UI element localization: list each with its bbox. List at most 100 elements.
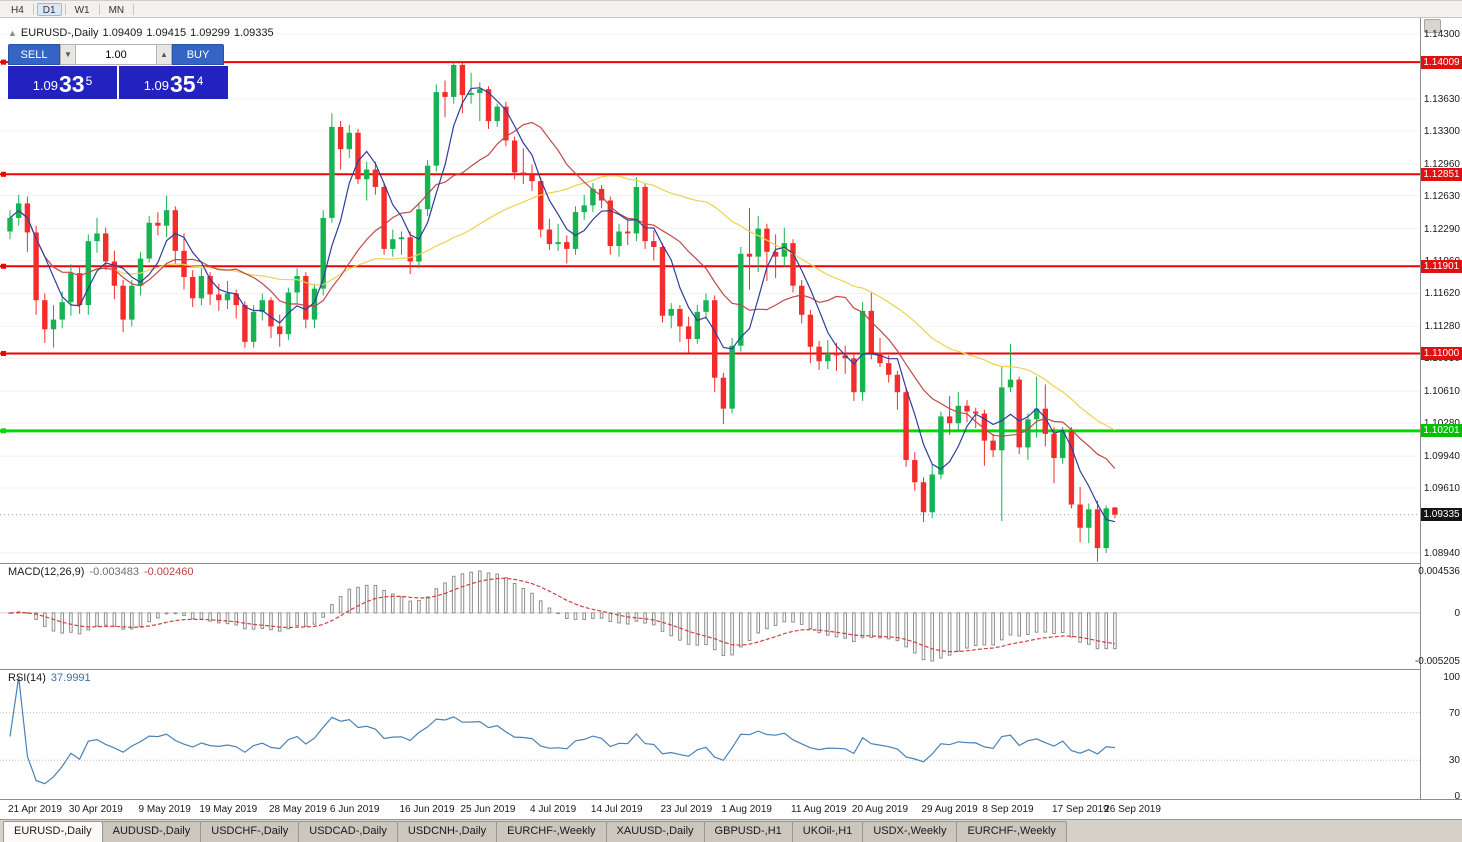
rsi-name: RSI(14) (8, 672, 46, 684)
toolbar-separator (98, 3, 100, 15)
price-axis-label: 1.11620 (1424, 288, 1460, 300)
price-axis-label: 1.10280 (1424, 418, 1460, 429)
chart-tab-usdchf-daily[interactable]: USDCHF-,Daily (200, 821, 300, 842)
date-axis-label: 23 Jul 2019 (660, 804, 713, 815)
price-axis-label: 1.08940 (1423, 547, 1460, 559)
chart-tab-audusd-daily[interactable]: AUDUSD-,Daily (101, 821, 202, 842)
chart-tab-usdcad-daily[interactable]: USDCAD-,Daily (298, 821, 398, 842)
chart-tab-xauusd-daily[interactable]: XAUUSD-,Daily (605, 821, 705, 842)
date-axis-label: 11 Aug 2019 (791, 804, 847, 815)
timeframe-button-mn[interactable]: MN (103, 3, 131, 16)
hline-handle[interactable] (1, 428, 6, 434)
macd-axis-label: 0 (1454, 607, 1460, 619)
price-axis-label: 1.12630 (1423, 190, 1460, 202)
candlestick-series (7, 62, 1118, 562)
volume-decrease-button[interactable]: ▼ (60, 44, 76, 65)
axis-scroll-button[interactable] (1424, 19, 1441, 33)
ask-prefix: 1.09 (143, 78, 170, 93)
ohlc-open: 1.09409 (102, 27, 143, 39)
rsi-line (9, 676, 1115, 785)
macd-signal-value: -0.002460 (143, 566, 194, 578)
rsi-axis-label: 30 (1448, 755, 1460, 767)
hline-handle[interactable] (1, 263, 6, 269)
moving-average-13 (9, 121, 1116, 469)
date-axis-label: 19 May 2019 (199, 804, 258, 815)
chart-tab-eurchf-weekly[interactable]: EURCHF-,Weekly (496, 821, 607, 842)
bid-prefix: 1.09 (32, 78, 59, 93)
price-tag: 1.12851 (1421, 167, 1462, 181)
date-axis-label: 30 Apr 2019 (68, 804, 123, 815)
date-axis-label: 28 May 2019 (269, 804, 327, 815)
timeframe-button-h4[interactable]: H4 (5, 3, 30, 16)
price-tag: 1.14009 (1421, 55, 1462, 69)
chart-tab-bar: EURUSD-,Daily AUDUSD-,Daily USDCHF-,Daily U… (0, 819, 1462, 842)
price-tag: 1.11000 (1421, 346, 1462, 360)
price-axis-label: 1.13630 (1423, 93, 1460, 105)
spin-up-icon: ▲ (160, 50, 168, 59)
date-axis-label: 14 Jul 2019 (590, 804, 643, 815)
price-scale-axis[interactable]: 1.14300 1.13630 1.13300 1.12960 1.12630 1.122… (1415, 18, 1462, 802)
hline-handle[interactable] (1, 350, 6, 356)
sell-button[interactable]: SELL (8, 44, 60, 65)
bid-price-display[interactable]: 1.09 33 5 (8, 66, 117, 99)
chart-tab-eurusd-daily[interactable]: EURUSD-,Daily (3, 821, 103, 842)
macd-signal-line (9, 577, 1115, 653)
macd-main-value: -0.003483 (89, 566, 139, 578)
chart-symbol-label: EURUSD-,Daily (20, 27, 99, 39)
macd-axis-label: 0.004536 (1418, 566, 1460, 577)
ohlc-low: 1.09299 (190, 27, 230, 39)
chart-tab-gbpusd-h1[interactable]: GBPUSD-,H1 (703, 821, 793, 842)
date-axis-label: 4 Jul 2019 (530, 804, 577, 815)
timeframe-button-d1[interactable]: D1 (36, 2, 62, 16)
volume-increase-button[interactable]: ▲ (156, 44, 172, 65)
date-axis-label: 25 Jun 2019 (460, 804, 516, 815)
one-click-collapse-icon[interactable]: ▲ (8, 28, 17, 38)
rsi-value: 37.9991 (50, 672, 91, 684)
hline-handle[interactable] (1, 59, 6, 65)
macd-axis-label: -0.005205 (1414, 656, 1460, 667)
chart-tab-ukoil-h1[interactable]: UKOil-,H1 (791, 821, 864, 842)
date-axis-label: 1 Aug 2019 (721, 804, 772, 815)
price-chart-canvas[interactable] (0, 18, 1420, 799)
date-axis-label: 6 Jun 2019 (329, 804, 380, 815)
rsi-axis-label: 70 (1448, 707, 1460, 719)
chart-ohlc-readout: ▲ EURUSD-,Daily 1.09409 1.09415 1.09299 1.093… (8, 27, 278, 39)
toolbar-separator (64, 3, 66, 15)
chart-tab-usdx-weekly[interactable]: USDX-,Weekly (862, 821, 958, 842)
volume-input[interactable] (76, 44, 156, 65)
price-tag: 1.11901 (1421, 259, 1462, 273)
price-axis-label: 1.12290 (1423, 223, 1460, 235)
date-axis-label: 26 Sep 2019 (1104, 804, 1161, 815)
date-axis-label: 9 May 2019 (138, 804, 191, 815)
macd-indicator-label: MACD(12,26,9) -0.003483 -0.002460 (8, 566, 194, 578)
rsi-indicator-label: RSI(14) 37.9991 (8, 672, 91, 684)
chart-tab-eurchf-weekly[interactable]: EURCHF-,Weekly (956, 821, 1067, 842)
bid-big-digits: 33 (59, 71, 85, 97)
price-axis-label: 1.10610 (1423, 386, 1460, 398)
chart-tab-usdcnh-daily[interactable]: USDCNH-,Daily (396, 821, 498, 842)
ask-price-display[interactable]: 1.09 35 4 (119, 66, 228, 99)
horizontal-lines[interactable] (0, 59, 1420, 434)
hline-handle[interactable] (1, 171, 6, 177)
timeframe-toolbar: H4 D1 W1 MN (0, 1, 1462, 18)
moving-average-5 (9, 87, 1116, 523)
ohlc-high: 1.09415 (146, 27, 187, 39)
price-gridlines (0, 33, 1420, 554)
ask-big-digits: 35 (170, 71, 196, 97)
timeframe-button-w1[interactable]: W1 (69, 3, 96, 16)
date-axis-label: 16 Jun 2019 (399, 804, 455, 815)
macd-histogram (8, 570, 1117, 662)
time-scale-axis[interactable]: 21 Apr 2019 30 Apr 2019 9 May 2019 19 May 2… (0, 799, 1462, 819)
date-axis-label: 20 Aug 2019 (851, 804, 909, 815)
moving-average-34 (9, 174, 1116, 431)
price-axis-label: 1.11280 (1424, 321, 1460, 333)
price-tag: 1.10201 (1421, 424, 1462, 438)
date-axis-label: 17 Sep 2019 (1052, 804, 1109, 815)
ohlc-close: 1.09335 (233, 27, 274, 39)
price-axis-label: 1.12960 (1423, 158, 1460, 170)
buy-button[interactable]: BUY (172, 44, 224, 65)
price-axis-label: 1.13300 (1423, 125, 1460, 137)
toolbar-separator (32, 3, 34, 15)
